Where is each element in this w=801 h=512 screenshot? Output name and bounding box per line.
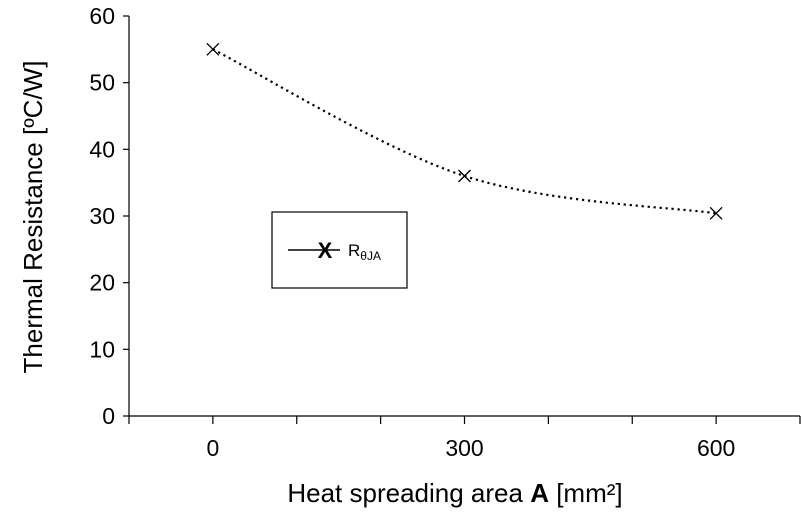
legend-marker-sample: X (318, 238, 333, 263)
legend-series-label: RθJA (348, 241, 381, 263)
y-ticks: 0 10 20 30 40 50 60 (89, 3, 129, 429)
series-line (212, 48, 717, 215)
y-tick-label: 50 (89, 70, 115, 96)
x-axis-title-suffix: [mm²] (549, 478, 623, 508)
x-tick-label: 600 (697, 435, 735, 461)
legend-series-label-sub: θJA (360, 249, 381, 263)
legend-series-label-base: R (348, 241, 360, 260)
y-tick-label: 40 (89, 136, 115, 162)
x-tick-label: 300 (445, 435, 483, 461)
legend: X RθJA (271, 211, 408, 289)
x-axis-title-bold: A (530, 478, 549, 508)
data-point-marker (458, 169, 471, 183)
y-tick-label: 20 (89, 270, 115, 296)
x-ticks: 0 300 600 (128, 416, 801, 461)
data-point-marker (206, 42, 220, 56)
series-layer (206, 42, 723, 220)
axes (128, 16, 800, 417)
x-axis-title-prefix: Heat spreading area (287, 478, 530, 508)
y-tick-label: 10 (89, 336, 115, 362)
y-tick-label: 0 (102, 403, 115, 429)
y-tick-label: 30 (89, 203, 115, 229)
y-tick-label: 60 (89, 3, 115, 29)
x-axis-title: Heat spreading area A [mm²] (287, 478, 622, 508)
data-point-marker (709, 206, 723, 220)
x-tick-label: 0 (206, 435, 219, 461)
y-axis-title: Thermal Resistance [ºC/W] (18, 61, 48, 374)
